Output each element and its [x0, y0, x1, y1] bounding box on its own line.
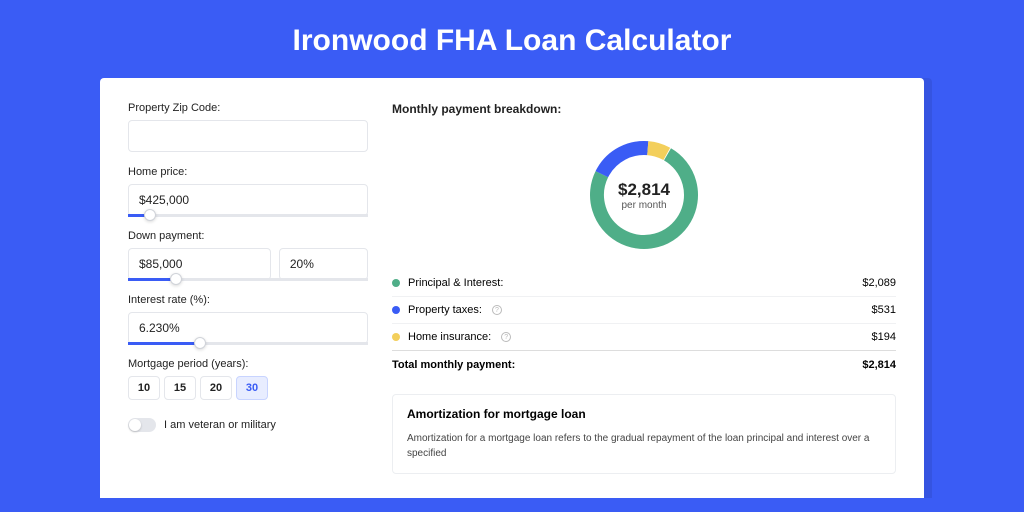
legend-row-0: Principal & Interest: $2,089 [392, 270, 896, 296]
legend-label: Home insurance: [408, 331, 491, 343]
donut-sub: per month [621, 200, 666, 211]
amortization-text: Amortization for a mortgage loan refers … [407, 431, 881, 461]
breakdown-title: Monthly payment breakdown: [392, 102, 896, 116]
mortgage-period-group: 10152030 [128, 376, 368, 400]
down-payment-slider[interactable] [128, 278, 368, 281]
legend-value: $531 [872, 304, 896, 316]
legend-label: Principal & Interest: [408, 277, 503, 289]
total-row: Total monthly payment: $2,814 [392, 350, 896, 378]
amortization-title: Amortization for mortgage loan [407, 407, 881, 421]
interest-rate-label: Interest rate (%): [128, 294, 368, 306]
down-payment-slider-fill [128, 278, 176, 281]
donut-amount: $2,814 [618, 180, 670, 200]
interest-rate-slider[interactable] [128, 342, 368, 345]
period-btn-20[interactable]: 20 [200, 376, 232, 400]
calculator-card: Property Zip Code: Home price: Down paym… [100, 78, 924, 498]
down-payment-slider-thumb[interactable] [170, 273, 182, 285]
legend-label: Property taxes: [408, 304, 482, 316]
legend-row-1: Property taxes:? $531 [392, 296, 896, 323]
breakdown-column: Monthly payment breakdown: $2,814 per mo… [392, 102, 896, 474]
total-value: $2,814 [862, 359, 896, 371]
interest-rate-slider-thumb[interactable] [194, 337, 206, 349]
home-price-slider-thumb[interactable] [144, 209, 156, 221]
legend-dot [392, 279, 400, 287]
legend-row-2: Home insurance:? $194 [392, 323, 896, 350]
info-icon[interactable]: ? [492, 305, 502, 315]
period-btn-10[interactable]: 10 [128, 376, 160, 400]
veteran-row: I am veteran or military [128, 418, 368, 432]
period-btn-30[interactable]: 30 [236, 376, 268, 400]
mortgage-period-field: Mortgage period (years): 10152030 [128, 358, 368, 400]
down-payment-amount-input[interactable] [128, 248, 271, 280]
page-title: Ironwood FHA Loan Calculator [0, 0, 1024, 78]
down-payment-field: Down payment: [128, 230, 368, 280]
home-price-label: Home price: [128, 166, 368, 178]
down-payment-label: Down payment: [128, 230, 368, 242]
mortgage-period-label: Mortgage period (years): [128, 358, 368, 370]
amortization-box: Amortization for mortgage loan Amortizat… [392, 394, 896, 474]
interest-rate-input[interactable] [128, 312, 368, 344]
zip-field: Property Zip Code: [128, 102, 368, 152]
down-payment-percent-input[interactable] [279, 248, 368, 280]
inputs-column: Property Zip Code: Home price: Down paym… [128, 102, 368, 474]
zip-input[interactable] [128, 120, 368, 152]
period-btn-15[interactable]: 15 [164, 376, 196, 400]
veteran-toggle[interactable] [128, 418, 156, 432]
legend-dot [392, 306, 400, 314]
total-label: Total monthly payment: [392, 359, 515, 371]
info-icon[interactable]: ? [501, 332, 511, 342]
veteran-label: I am veteran or military [164, 419, 276, 431]
legend-value: $2,089 [862, 277, 896, 289]
home-price-field: Home price: [128, 166, 368, 216]
zip-label: Property Zip Code: [128, 102, 368, 114]
donut-area: $2,814 per month [392, 128, 896, 270]
legend-value: $194 [872, 331, 896, 343]
interest-rate-slider-fill [128, 342, 200, 345]
home-price-slider[interactable] [128, 214, 368, 217]
interest-rate-field: Interest rate (%): [128, 294, 368, 344]
home-price-input[interactable] [128, 184, 368, 216]
donut-chart: $2,814 per month [583, 134, 705, 256]
legend-dot [392, 333, 400, 341]
